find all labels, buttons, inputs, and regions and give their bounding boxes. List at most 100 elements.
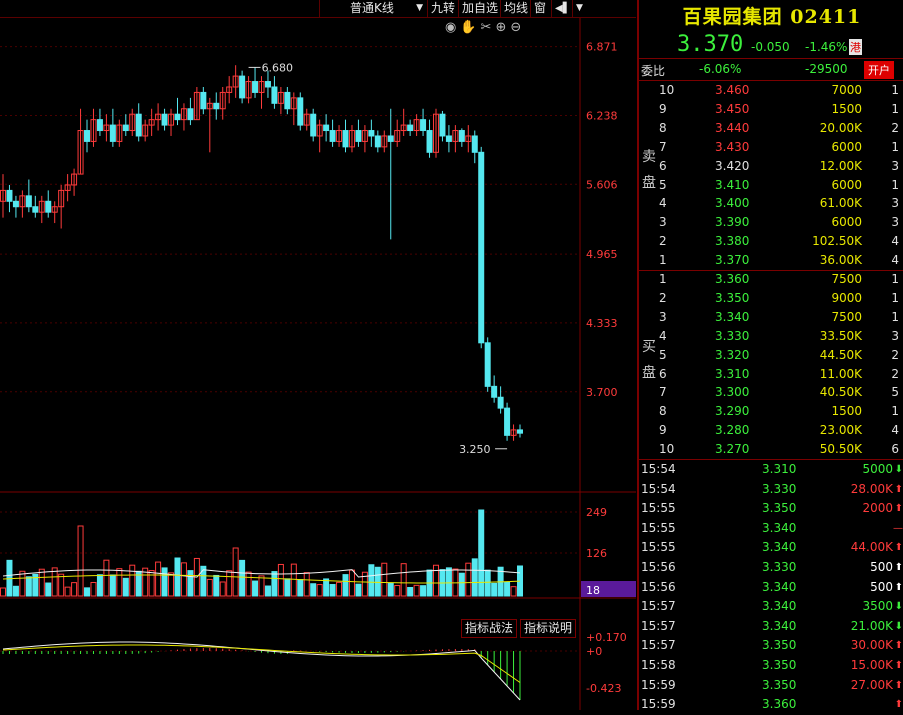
buy-order-level: 2 — [659, 290, 667, 305]
candle-body — [6, 189, 13, 202]
sell-order-volume: 1500 — [831, 101, 862, 116]
tick-price: 3.360 — [762, 697, 797, 712]
volume-bar — [381, 562, 388, 597]
kline-type-select[interactable]: 普通K线 ▼ — [319, 0, 427, 17]
macd-axis-label: +0 — [586, 645, 602, 658]
volume-axis-label: 126 — [586, 547, 607, 560]
buy-order-row[interactable]: 8 3.290 1500 1 — [639, 402, 903, 421]
volume-bar — [239, 559, 246, 597]
candle-body — [193, 91, 200, 121]
sell-order-row[interactable]: 10 3.460 7000 1 — [639, 81, 903, 100]
price-axis-label: 6.238 — [586, 110, 618, 123]
order-ratio-value: -6.06% — [699, 62, 742, 76]
candle-body — [25, 195, 32, 208]
dropdown-icon[interactable]: ▼ — [572, 0, 588, 17]
sell-order-row[interactable]: 6 3.420 12.00K 3 — [639, 157, 903, 176]
tick-row: 15:54 3.330 28.00K ⬆ — [639, 480, 903, 500]
candle-body — [168, 113, 175, 126]
volume-bar — [148, 570, 155, 597]
sell-order-row[interactable]: 9 3.450 1500 1 — [639, 100, 903, 119]
volume-bar — [187, 570, 194, 597]
volume-bar — [213, 574, 220, 597]
buy-order-row[interactable]: 2 3.350 9000 1 — [639, 289, 903, 308]
tick-row: 15:57 3.350 30.00K ⬆ — [639, 636, 903, 656]
eye-icon[interactable]: ◉ — [445, 20, 461, 35]
sell-order-price: 3.420 — [715, 158, 750, 173]
volume-bar — [19, 570, 26, 597]
volume-bar — [471, 558, 478, 597]
arrow-down-icon: ⬇ — [894, 620, 903, 632]
zoom-out-icon[interactable]: ⊖ — [510, 20, 526, 35]
sell-order-row[interactable]: 2 3.380 102.50K 4 — [639, 232, 903, 251]
tick-volume: 21.00K — [850, 618, 893, 633]
volume-current-label: 18 — [586, 584, 600, 597]
zoom-in-icon[interactable]: ⊕ — [495, 20, 511, 35]
volume-bar — [458, 572, 465, 597]
volume-bar — [361, 571, 368, 597]
arrow-up-icon: ⬆ — [894, 562, 903, 573]
buy-order-row[interactable]: 7 3.300 40.50K 5 — [639, 383, 903, 402]
buy-order-volume: 44.50K — [819, 347, 862, 362]
buy-order-row[interactable]: 5 3.320 44.50K 2 — [639, 346, 903, 365]
jiuzhuan-button[interactable]: 九转 — [427, 0, 458, 17]
add-watchlist-button[interactable]: 加自选 — [458, 0, 501, 17]
buy-order-level: 10 — [659, 442, 675, 457]
candle-body — [323, 124, 330, 132]
buy-order-row[interactable]: 6 3.310 11.00K 2 — [639, 365, 903, 384]
sell-order-level: 4 — [659, 196, 667, 211]
hand-icon[interactable]: ✋ — [460, 20, 481, 35]
tick-price: 3.350 — [762, 638, 797, 653]
buy-order-row[interactable]: 10 3.270 50.50K 6 — [639, 440, 903, 459]
sell-order-count: 1 — [891, 101, 899, 116]
dash-icon: — — [893, 522, 903, 534]
kline-chart-canvas[interactable]: 6.871 6.238 5.606 4.965 4.333 3.700 6.680 3.250… — [0, 0, 636, 710]
buy-order-count: 3 — [891, 328, 899, 343]
buy-order-volume: 9000 — [831, 290, 862, 305]
sell-order-row[interactable]: 4 3.400 61.00K 3 — [639, 194, 903, 213]
sell-order-level: 2 — [659, 234, 667, 249]
book-divider — [639, 270, 903, 271]
price-axis-label: 3.700 — [586, 386, 618, 399]
candle-body — [465, 135, 472, 142]
ma-button[interactable]: 均线 — [500, 0, 531, 17]
kline-type-label: 普通K线 — [350, 1, 394, 15]
candle-body — [84, 130, 91, 142]
kline-chart-panel[interactable]: 6.871 6.238 5.606 4.965 4.333 3.700 6.680 3.250… — [0, 0, 636, 710]
candle-body — [155, 113, 162, 121]
play-icon[interactable]: ◀▌ — [551, 0, 571, 17]
sell-order-row[interactable]: 8 3.440 20.00K 2 — [639, 119, 903, 138]
buy-order-row[interactable]: 3 3.340 7500 1 — [639, 308, 903, 327]
open-account-button[interactable]: 开户 — [864, 61, 894, 79]
volume-bar — [200, 565, 207, 597]
tick-time: 15:54 — [641, 481, 676, 496]
price-axis-label: 6.871 — [586, 41, 618, 54]
candle-body — [420, 119, 427, 132]
volume-bar — [226, 570, 233, 597]
indicator-help-button[interactable]: 指标说明 — [520, 619, 577, 638]
volume-bar — [264, 585, 271, 597]
buy-order-row[interactable]: 4 3.330 33.50K 3 — [639, 327, 903, 346]
buy-order-row[interactable]: 9 3.280 23.00K 4 — [639, 421, 903, 440]
scissors-icon[interactable]: ✂ — [480, 20, 496, 35]
indicator-strategy-button[interactable]: 指标战法 — [461, 619, 518, 638]
candle-body — [90, 119, 97, 142]
tick-time: 15:55 — [641, 540, 676, 555]
tick-volume: 500 — [870, 560, 893, 574]
sell-order-row[interactable]: 1 3.370 36.00K 4 — [639, 251, 903, 270]
sell-order-row[interactable]: 3 3.390 6000 3 — [639, 213, 903, 232]
tick-volume: 27.00K — [850, 677, 893, 692]
arrow-down-icon: ⬇ — [894, 601, 903, 613]
tick-time: 15:59 — [641, 697, 676, 712]
candle-body — [180, 108, 187, 121]
volume-ma2-line — [2, 574, 521, 584]
sell-order-row[interactable]: 7 3.430 6000 1 — [639, 138, 903, 157]
window-button[interactable]: 窗 — [530, 0, 549, 17]
sell-order-row[interactable]: 5 3.410 6000 1 — [639, 176, 903, 195]
arrow-up-icon: ⬆ — [894, 503, 903, 515]
sell-order-level: 1 — [659, 253, 667, 268]
chart-tools: ◉✋✂⊕⊖ — [445, 20, 585, 36]
buy-order-row[interactable]: 1 3.360 7500 1 — [639, 270, 903, 289]
tick-row: 15:56 3.340 500 ⬆ — [639, 578, 903, 598]
candle-body — [439, 113, 446, 137]
order-ratio-label: 委比 — [641, 64, 666, 78]
